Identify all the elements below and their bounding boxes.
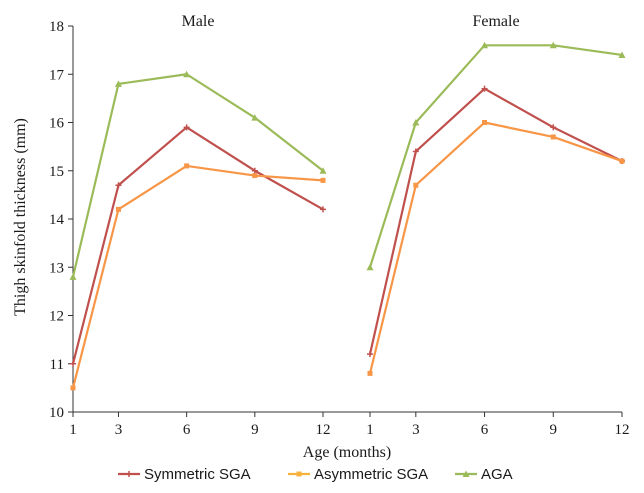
x-tick-label: 3 (115, 422, 123, 438)
panel-title: Female (472, 13, 519, 30)
point-marker (413, 182, 419, 188)
y-tick-label: 17 (49, 67, 65, 83)
point-marker (183, 70, 191, 78)
series-asymmetric-sga (367, 120, 625, 376)
x-tick-label: 6 (481, 422, 489, 438)
y-tick-label: 15 (49, 164, 64, 180)
point-marker (366, 263, 374, 271)
point-marker (412, 119, 420, 126)
point-marker (319, 167, 327, 174)
y-axis-title: Thigh skinfold thickness (mm) (12, 118, 29, 316)
x-tick-label: 1 (69, 422, 77, 438)
point-marker (69, 273, 77, 280)
legend-label: Asymmetric SGA (314, 466, 428, 483)
x-tick-label: 3 (412, 422, 420, 438)
point-marker (114, 80, 122, 87)
point-marker (115, 206, 121, 212)
legend-item-symmetric-sga: Symmetric SGA (118, 466, 251, 483)
x-axis-title: Age (months) (303, 444, 391, 461)
point-marker (367, 370, 373, 376)
point-marker (619, 158, 625, 164)
series-aga (69, 70, 327, 280)
point-marker (70, 385, 76, 391)
point-marker (320, 177, 326, 183)
point-marker (251, 114, 259, 121)
series-line (71, 126, 324, 365)
point-marker (550, 134, 556, 140)
series-line (71, 73, 324, 278)
legend-item-asymmetric-sga: Asymmetric SGA (288, 466, 428, 483)
y-tick-label: 10 (49, 405, 64, 421)
x-tick-label: 6 (183, 422, 191, 438)
x-tick-label: 9 (251, 422, 259, 438)
legend-label: AGA (481, 466, 513, 483)
point-marker (296, 471, 302, 477)
series-asymmetric-sga (70, 163, 326, 391)
y-tick-label: 11 (50, 357, 64, 373)
series-line (368, 121, 623, 374)
y-tick-label: 14 (49, 212, 65, 228)
y-tick-label: 18 (49, 19, 64, 35)
panel-male: Male (69, 13, 327, 391)
series-line (368, 44, 623, 268)
panel-female: Female (366, 13, 626, 376)
x-tick-label: 12 (316, 422, 331, 438)
y-tick-label: 16 (49, 116, 65, 132)
legend-label: Symmetric SGA (144, 466, 251, 483)
x-tick-label: 12 (615, 422, 630, 438)
panel-title: Male (182, 13, 215, 30)
x-tick-label: 1 (366, 422, 374, 438)
series-symmetric-sga (367, 85, 625, 358)
point-marker (481, 41, 489, 49)
point-marker (462, 470, 470, 477)
point-marker (618, 51, 626, 58)
series-symmetric-sga (70, 124, 326, 367)
point-marker (482, 120, 488, 125)
point-marker (184, 163, 190, 169)
legend-item-aga: AGA (455, 466, 513, 483)
y-tick-label: 12 (49, 309, 64, 325)
point-marker (549, 41, 557, 49)
legend: Symmetric SGA Asymmetric SGA AGA (118, 466, 513, 483)
series-line (71, 164, 324, 389)
x-tick-label: 9 (550, 422, 558, 438)
panels: Male Female (69, 13, 626, 391)
point-marker (252, 173, 258, 179)
y-tick-label: 13 (49, 260, 64, 276)
series-aga (366, 41, 626, 271)
